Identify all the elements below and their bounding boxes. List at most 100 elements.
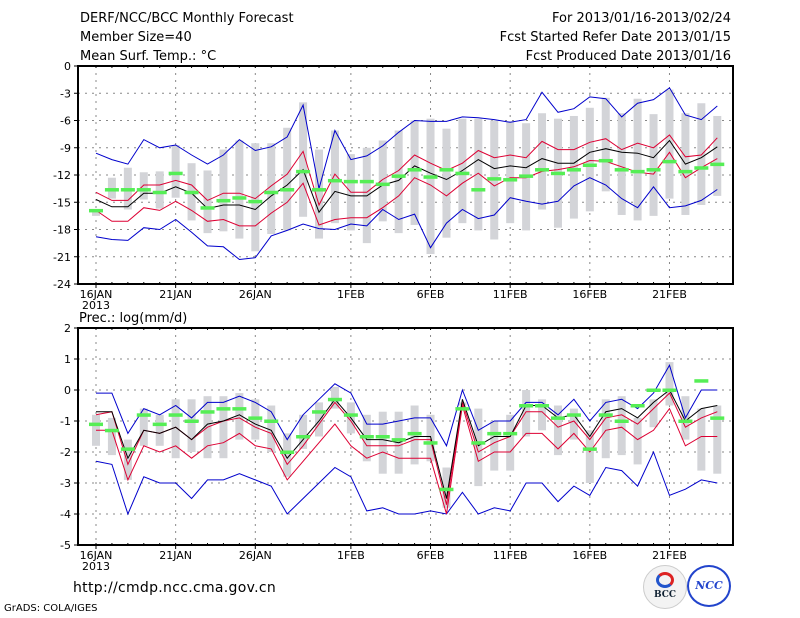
spread-bar [92,209,100,216]
y-tick-label: -12 [53,169,71,182]
control-marker [550,416,565,420]
spread-bar [123,439,132,480]
control-marker [598,413,613,417]
spread-bar [378,140,387,222]
control-marker [678,169,693,174]
y-tick-label: -21 [53,251,71,264]
control-marker [280,188,295,192]
spread-bar [506,414,515,471]
control-marker [439,168,454,172]
control-marker [487,177,502,181]
control-marker [359,179,374,184]
x-tick-label: 26JAN [239,288,272,301]
control-marker [646,388,661,392]
ncc-logo: NCC [687,565,731,607]
control-marker [232,196,247,200]
spread-bar [139,408,148,446]
spread-bar [171,399,180,459]
control-marker [503,178,518,182]
spread-bar [569,408,578,440]
control-marker [168,413,183,417]
x-tick-label: 11FEB [493,288,528,301]
y-tick-label: -1 [60,415,71,428]
x-tick-label: 6FEB [417,549,445,562]
spread-bar [299,414,308,449]
spread-bar [155,414,164,446]
spread-bar [538,399,547,431]
control-marker [582,163,597,168]
control-marker [168,171,183,176]
y-tick-label: -5 [60,539,71,552]
control-marker [582,447,597,451]
plot-frame [77,327,734,546]
control-marker [280,450,295,454]
control-marker [152,190,167,195]
y-tick-label: 1 [64,353,71,366]
chart-title: DERF/NCC/BCC Monthly Forecast [80,11,294,26]
control-marker [566,168,581,172]
spread-bar [267,405,276,452]
spread-bar [378,411,387,474]
control-marker [184,190,199,195]
y-tick-label: -6 [60,115,71,128]
control-marker [550,171,565,176]
control-marker [694,379,709,383]
y-tick-label: -4 [60,508,71,521]
control-marker [343,413,358,417]
y-tick-label: 2 [64,322,71,335]
control-marker [89,422,103,427]
spread-bar [442,128,451,238]
control-marker [216,407,231,411]
y-tick-label: -3 [60,477,71,490]
control-marker [327,397,342,402]
control-marker [120,447,135,451]
x-tick-label: 1FEB [337,288,365,301]
spread-bar [410,120,419,225]
y-tick-label: -9 [60,142,71,155]
control-marker [630,169,645,174]
spread-bar [649,399,658,428]
spread-bar [553,405,562,456]
spread-bar [442,467,451,508]
y-tick-label: 0 [64,384,71,397]
spread-bar [633,98,642,221]
website-link[interactable]: http://cmdp.ncc.cma.gov.cn [73,580,276,596]
x-year-label: 2013 [82,299,110,312]
series-max-line [96,363,718,448]
x-tick-label: 16JAN [80,549,113,562]
spread-bar [187,399,196,452]
spread-bar [601,399,610,459]
control-marker [630,404,645,408]
spread-bar [601,97,610,192]
spread-bar [713,405,722,474]
member-size: Member Size=40 [80,30,192,45]
grads-credit: GrADS: COLA/IGES [4,603,98,614]
control-marker [678,419,693,423]
control-marker [375,435,390,439]
spread-bar [107,417,116,456]
y-tick-label: -18 [53,224,71,237]
header-right: For 2013/01/16-2013/02/24 Fcst Started R… [500,9,731,66]
control-marker [710,162,725,167]
series-lower-line [95,151,718,227]
control-marker [391,174,406,178]
control-marker [104,188,119,192]
spread-bar [283,127,292,231]
series-mean-line [96,389,718,499]
control-marker [694,166,709,170]
control-marker [312,188,327,192]
spread-bar [171,145,180,198]
control-marker [423,175,438,179]
spread-bar [665,362,674,406]
control-marker [503,431,518,436]
spread-bar [665,89,674,199]
y-tick-label: -24 [53,278,71,291]
bcc-logo: BCC [643,565,687,609]
series-upper-line [95,134,718,207]
control-marker [407,168,422,172]
spread-bar [474,408,483,487]
control-marker [598,158,613,163]
control-marker [248,416,263,420]
